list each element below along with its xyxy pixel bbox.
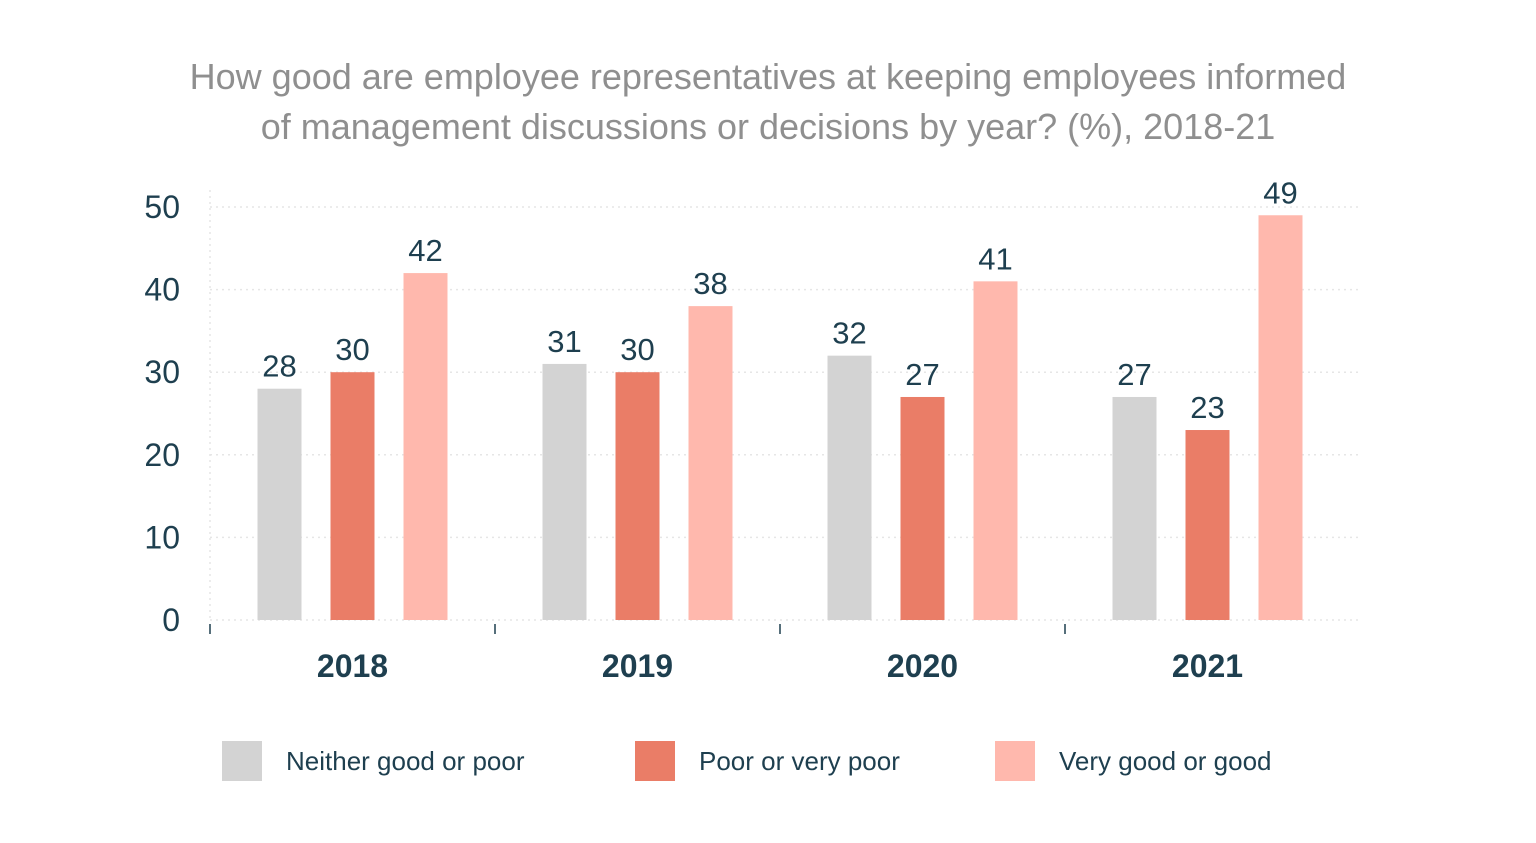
bar-2018-2 — [403, 273, 448, 620]
y-tick-label-10: 10 — [144, 519, 180, 555]
data-label-2020-0: 32 — [832, 316, 866, 351]
legend-label-poor: Poor or very poor — [699, 745, 900, 776]
data-label-2018-2: 42 — [408, 233, 442, 268]
bar-2021-1 — [1185, 430, 1230, 620]
bar-2019-1 — [615, 372, 660, 620]
data-label-2021-0: 27 — [1117, 357, 1151, 392]
legend-item-neither: Neither good or poor — [222, 740, 524, 782]
bar-2019-0 — [542, 363, 587, 620]
data-label-2018-1: 30 — [335, 332, 369, 367]
y-tick-label-40: 40 — [144, 272, 180, 308]
legend-swatch-good — [995, 741, 1035, 781]
bar-2020-1 — [900, 396, 945, 620]
bar-2018-0 — [257, 388, 302, 620]
legend-label-good: Very good or good — [1059, 745, 1272, 776]
legend-swatch-neither — [222, 741, 262, 781]
chart-title-line-2: of management discussions or decisions b… — [260, 106, 1276, 147]
data-label-2020-2: 41 — [978, 241, 1012, 276]
legend-item-good: Very good or good — [995, 740, 1272, 782]
legend-label-neither: Neither good or poor — [286, 745, 525, 776]
x-category-label-2021: 2021 — [1172, 648, 1243, 684]
data-label-2019-0: 31 — [547, 324, 581, 359]
chart-legend: Neither good or poor Poor or very poor V… — [0, 740, 1536, 782]
x-category-label-2020: 2020 — [887, 648, 958, 684]
bar-2021-2 — [1258, 215, 1303, 620]
bar-2021-0 — [1112, 396, 1157, 620]
data-label-2019-1: 30 — [620, 332, 654, 367]
data-label-2021-2: 49 — [1263, 175, 1297, 210]
chart-title: How good are employee representatives at… — [0, 52, 1536, 152]
chart-title-line-1: How good are employee representatives at… — [189, 56, 1347, 97]
y-tick-label-20: 20 — [144, 437, 180, 473]
x-category-label-2018: 2018 — [317, 648, 388, 684]
legend-item-poor: Poor or very poor — [635, 740, 900, 782]
legend-swatch-poor — [635, 741, 675, 781]
y-tick-label-50: 50 — [144, 189, 180, 225]
data-label-2021-1: 23 — [1190, 390, 1224, 425]
bar-2020-0 — [827, 355, 872, 620]
bar-2019-2 — [688, 306, 733, 620]
bar-2018-1 — [330, 372, 375, 620]
data-label-2019-2: 38 — [693, 266, 727, 301]
data-label-2018-0: 28 — [262, 349, 296, 384]
x-category-label-2019: 2019 — [602, 648, 673, 684]
data-label-2020-1: 27 — [905, 357, 939, 392]
y-tick-label-0: 0 — [162, 602, 180, 638]
y-tick-label-30: 30 — [144, 354, 180, 390]
bar-2020-2 — [973, 281, 1018, 620]
